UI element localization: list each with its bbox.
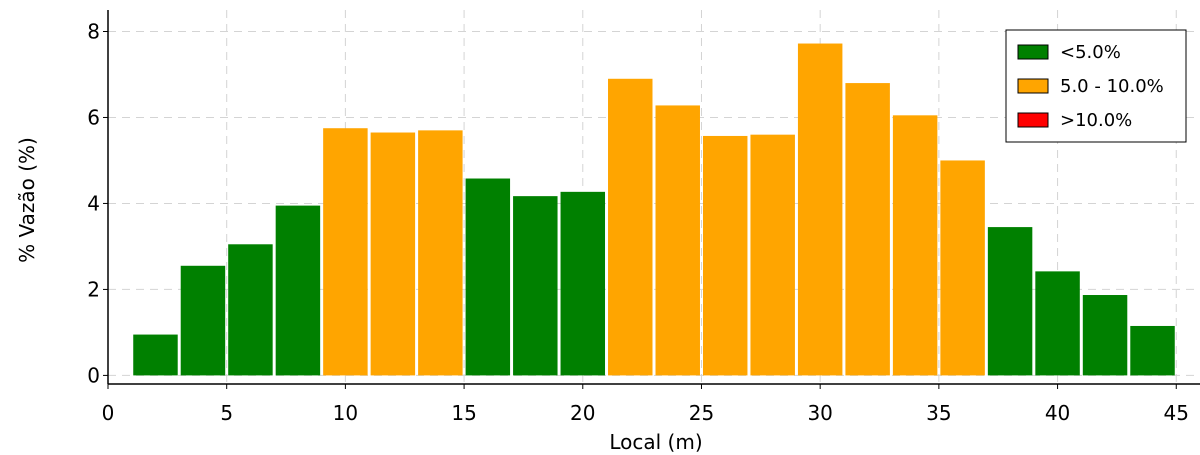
legend-swatch — [1017, 44, 1049, 60]
x-tick-label: 40 — [1045, 401, 1070, 425]
histogram-bar — [750, 134, 795, 376]
x-tick-label: 0 — [102, 401, 115, 425]
histogram-bar — [987, 227, 1033, 376]
histogram-bar — [560, 191, 606, 376]
legend: <5.0% 5.0 - 10.0% >10.0% — [1005, 29, 1187, 143]
legend-label: <5.0% — [1060, 42, 1121, 63]
histogram-bar — [275, 205, 321, 376]
y-tick-label: 2 — [87, 277, 100, 301]
histogram-bar — [1035, 271, 1080, 376]
histogram-bar — [180, 265, 226, 376]
histogram-bar — [1082, 295, 1128, 376]
legend-swatch — [1017, 112, 1049, 128]
y-tick-label: 4 — [87, 191, 100, 215]
histogram-bar — [133, 334, 178, 376]
x-tick-label: 30 — [807, 401, 832, 425]
histogram-bar — [370, 132, 416, 376]
histogram-bar — [513, 196, 558, 376]
x-tick-label: 20 — [570, 401, 595, 425]
x-tick-label: 5 — [220, 401, 233, 425]
axes: 0 5 10 15 20 25 30 35 40 45 0 2 4 6 8 — [87, 10, 1200, 425]
histogram-bar — [323, 128, 368, 376]
x-tick-label: 25 — [689, 401, 714, 425]
histogram-bar — [608, 78, 653, 376]
histogram-bar — [465, 178, 511, 376]
histogram-bar — [702, 135, 748, 376]
histogram-bar — [228, 244, 273, 376]
legend-label: 5.0 - 10.0% — [1060, 76, 1164, 97]
bars — [133, 43, 1175, 376]
x-axis-title: Local (m) — [609, 430, 702, 454]
histogram-bar — [940, 160, 985, 376]
x-tick-label: 10 — [333, 401, 358, 425]
x-tick-label: 45 — [1164, 401, 1189, 425]
x-tick-label: 15 — [451, 401, 476, 425]
y-axis-title: % Vazão (%) — [15, 137, 39, 263]
histogram-bar — [892, 115, 938, 376]
y-tick-label: 0 — [87, 363, 100, 387]
histogram-bar — [418, 130, 463, 376]
x-tick-label: 35 — [926, 401, 951, 425]
histogram-bar — [655, 105, 700, 376]
legend-label: >10.0% — [1060, 110, 1132, 131]
legend-swatch — [1017, 78, 1049, 94]
histogram-bar — [845, 83, 890, 376]
y-tick-label: 6 — [87, 105, 100, 129]
y-tick-label: 8 — [87, 19, 100, 43]
histogram-bar — [797, 43, 843, 376]
histogram-bar — [1130, 325, 1175, 376]
